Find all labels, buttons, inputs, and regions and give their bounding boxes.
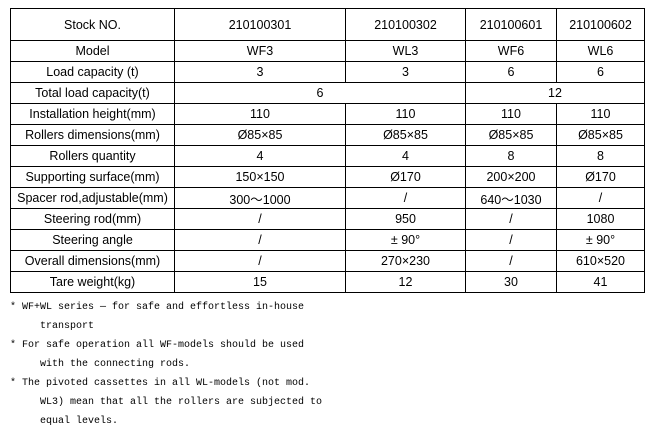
table-row: Rollers dimensions(mm) Ø85×85 Ø85×85 Ø85×85… xyxy=(10,124,645,146)
table-cell: 270×230 xyxy=(345,250,466,272)
table-cell: 110 xyxy=(174,103,346,125)
table-cell: 210100301 xyxy=(174,8,346,41)
table-cell: Ø170 xyxy=(345,166,466,188)
table-row: Load capacity (t) 3 3 6 6 xyxy=(10,61,645,83)
row-label: Rollers quantity xyxy=(10,145,175,167)
table-cell: 12 xyxy=(465,82,645,104)
table-cell: 8 xyxy=(465,145,557,167)
table-cell: 3 xyxy=(174,61,346,83)
table-cell: / xyxy=(465,229,557,251)
table-cell: Ø85×85 xyxy=(174,124,346,146)
table-cell: / xyxy=(174,250,346,272)
table-row: Model WF3 WL3 WF6 WL6 xyxy=(10,40,645,62)
table-row: Tare weight(kg) 15 12 30 41 xyxy=(10,271,645,293)
table-cell: / xyxy=(465,250,557,272)
table-cell: 12 xyxy=(345,271,466,293)
table-cell: WL6 xyxy=(556,40,645,62)
table-cell: / xyxy=(174,208,346,230)
row-label: Tare weight(kg) xyxy=(10,271,175,293)
table-cell: Ø85×85 xyxy=(465,124,557,146)
note-continuation: with the connecting rods. xyxy=(40,359,191,370)
table-cell: ± 90° xyxy=(345,229,466,251)
table-row: Spacer rod,adjustable(mm) 300～1000/640～10… xyxy=(10,187,645,209)
row-label: Overall dimensions(mm) xyxy=(10,250,175,272)
note-line: * WF+WL series — for safe and effortless… xyxy=(10,302,305,313)
table-cell: 610×520 xyxy=(556,250,645,272)
row-label: Stock NO. xyxy=(10,8,175,41)
note-continuation: equal levels. xyxy=(40,416,119,427)
note-continuation: transport xyxy=(40,321,95,332)
table-row: Stock NO. 210100301 210100302 210100601 2101… xyxy=(10,8,645,41)
table-cell: WF3 xyxy=(174,40,346,62)
row-label: Installation height(mm) xyxy=(10,103,175,125)
table-row: Installation height(mm) 110 110 110 110 xyxy=(10,103,645,125)
table-cell: 6 xyxy=(465,61,557,83)
table-cell: 41 xyxy=(556,271,645,293)
row-label: Model xyxy=(10,40,175,62)
table-cell: 4 xyxy=(174,145,346,167)
note-continuation: WL3) mean that all the rollers are subje… xyxy=(40,397,323,408)
row-label: Steering rod(mm) xyxy=(10,208,175,230)
row-label: Rollers dimensions(mm) xyxy=(10,124,175,146)
table-cell: 210100302 xyxy=(345,8,466,41)
notes: * WF+WL series — for safe and effortless… xyxy=(10,298,322,431)
table-cell: 110 xyxy=(465,103,557,125)
table-row: Overall dimensions(mm)/270×230/610×520 xyxy=(10,250,645,272)
table-cell: 200×200 xyxy=(465,166,557,188)
row-label: Total load capacity(t) xyxy=(10,82,175,104)
table-cell: 6 xyxy=(174,82,466,104)
spec-table: Stock NO. 210100301 210100302 210100601 2101… xyxy=(10,8,645,293)
table-cell: 3 xyxy=(345,61,466,83)
row-label: Steering angle xyxy=(10,229,175,251)
table-row: Steering angle / ± 90° / ± 90° xyxy=(10,229,645,251)
table-cell: / xyxy=(345,187,466,209)
table-cell: 640～1030 xyxy=(465,187,557,209)
table-cell: 1080 xyxy=(556,208,645,230)
table-row: Supporting surface(mm) 150×150 Ø170 200×200… xyxy=(10,166,645,188)
table-cell: 110 xyxy=(345,103,466,125)
table-cell: 15 xyxy=(174,271,346,293)
table-cell: ± 90° xyxy=(556,229,645,251)
table-cell: Ø85×85 xyxy=(556,124,645,146)
row-label: Spacer rod,adjustable(mm) xyxy=(10,187,175,209)
table-cell: 150×150 xyxy=(174,166,346,188)
table-cell: / xyxy=(465,208,557,230)
table-row: Rollers quantity 4 4 8 8 xyxy=(10,145,645,167)
table-cell: / xyxy=(174,229,346,251)
row-label: Supporting surface(mm) xyxy=(10,166,175,188)
table-cell: 210100602 xyxy=(556,8,645,41)
table-cell: 950 xyxy=(345,208,466,230)
table-cell: 6 xyxy=(556,61,645,83)
table-cell: WF6 xyxy=(465,40,557,62)
table-cell: 8 xyxy=(556,145,645,167)
table-row: Steering rod(mm)/950/1080 xyxy=(10,208,645,230)
table-cell: 30 xyxy=(465,271,557,293)
note-line: * The pivoted cassettes in all WL-models… xyxy=(10,378,311,389)
note-line: * For safe operation all WF-models shoul… xyxy=(10,340,305,351)
table-cell: 110 xyxy=(556,103,645,125)
table-cell: / xyxy=(556,187,645,209)
table-cell: Ø85×85 xyxy=(345,124,466,146)
table-cell: Ø170 xyxy=(556,166,645,188)
table-cell: WL3 xyxy=(345,40,466,62)
table-cell: 210100601 xyxy=(465,8,557,41)
table-cell: 4 xyxy=(345,145,466,167)
row-label: Load capacity (t) xyxy=(10,61,175,83)
table-cell: 300～1000 xyxy=(174,187,346,209)
table-row: Total load capacity(t) 6 12 xyxy=(10,82,645,104)
